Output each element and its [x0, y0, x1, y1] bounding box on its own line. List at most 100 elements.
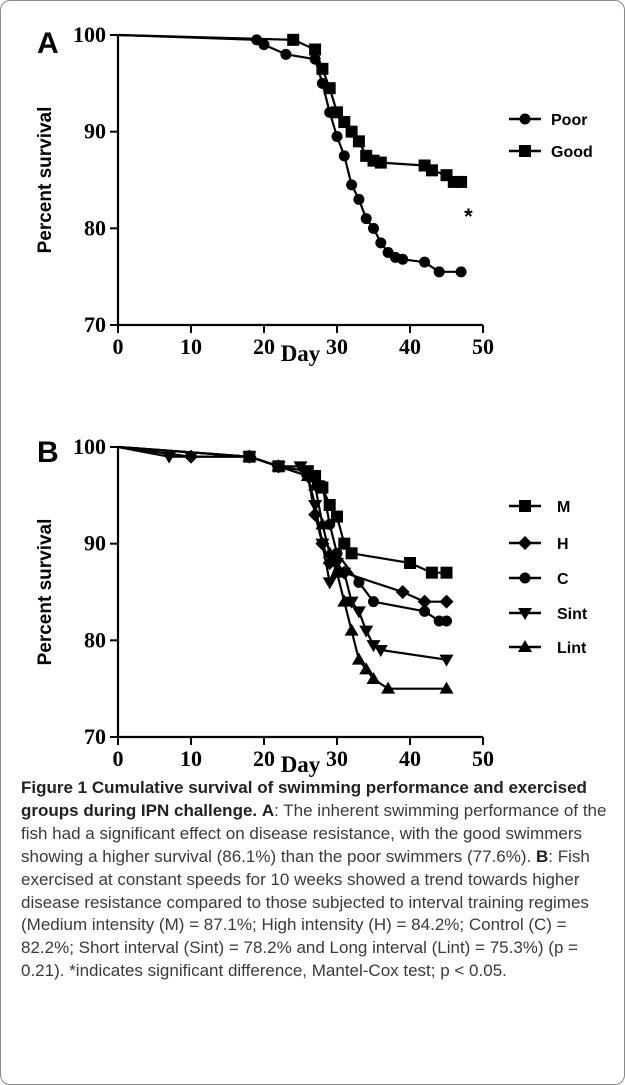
data-point: [330, 565, 344, 578]
data-point: [375, 237, 387, 249]
legend-label: M: [557, 499, 570, 516]
data-point: [308, 478, 323, 491]
y-axis-title: Percent survival: [35, 107, 56, 254]
data-point: [184, 451, 198, 464]
data-point: [360, 213, 372, 225]
data-point: [440, 566, 453, 579]
caption-text-b: : Fish exercised at constant speeds for …: [21, 846, 590, 981]
series-line: [117, 33, 462, 273]
data-point: [351, 652, 366, 665]
data-point: [353, 193, 365, 205]
significance-annotation: *: [464, 204, 473, 229]
x-tick-label: 50: [472, 334, 494, 359]
chart-panel-a: A 70 80 90 100 0 10 20 30 40 50 Day Percent survival…: [35, 22, 593, 366]
series-line: [117, 445, 447, 623]
data-point: [323, 82, 336, 95]
data-point: [309, 43, 322, 56]
data-point: [352, 135, 365, 148]
data-point: [439, 681, 454, 694]
y-axis-title: Percent survival: [35, 519, 56, 666]
y-tick-label: 80: [84, 627, 106, 652]
data-point: [439, 594, 454, 609]
data-point: [331, 510, 343, 523]
legend-entry-c: C: [509, 571, 569, 588]
x-axis-title: Day: [281, 752, 321, 777]
data-point: [331, 106, 343, 119]
figure-charts: A 70 80 90 100 0 10 20 30 40 50 Day Percent survival…: [35, 22, 593, 777]
data-point: [242, 449, 257, 462]
data-point: [366, 672, 381, 684]
data-point: [162, 451, 177, 464]
data-point: [425, 566, 438, 579]
x-tick-label: 50: [472, 746, 494, 771]
legend-label: Good: [551, 144, 593, 161]
data-point: [271, 459, 286, 472]
data-point: [404, 557, 416, 569]
data-point: [419, 605, 431, 617]
legend-marker: [519, 572, 531, 584]
y-tick-label: 100: [73, 22, 106, 47]
legend-entry-m: M: [509, 499, 570, 516]
data-point: [441, 615, 452, 627]
data-point: [351, 606, 366, 619]
data-point: [359, 662, 374, 675]
series-poor: [117, 33, 467, 278]
data-point: [344, 596, 359, 609]
data-point: [338, 116, 351, 128]
data-point: [455, 175, 468, 188]
data-point: [346, 179, 358, 191]
x-tick-label: 10: [180, 746, 202, 771]
panel-letter: A: [37, 27, 59, 60]
data-point: [368, 222, 379, 234]
x-tick-label: 10: [180, 334, 202, 359]
data-point: [337, 594, 352, 607]
x-tick-label: 20: [253, 334, 275, 359]
legend-label: Lint: [557, 640, 587, 657]
data-point: [287, 33, 300, 46]
data-point: [374, 156, 387, 169]
data-point: [366, 640, 381, 653]
data-point: [439, 654, 454, 667]
legend-label: C: [557, 571, 569, 588]
y-tick-label: 70: [84, 312, 106, 337]
data-point: [258, 39, 270, 51]
y-tick-label: 90: [84, 119, 106, 144]
data-point: [417, 594, 432, 609]
caption-label-a: A: [261, 800, 275, 820]
x-axis-title: Day: [281, 341, 321, 366]
series-h: [117, 445, 454, 609]
x-tick-label: 0: [113, 746, 124, 771]
data-point: [397, 253, 409, 265]
y-tick-label: 100: [73, 434, 106, 459]
data-point: [425, 164, 438, 177]
series-lint: [117, 445, 454, 694]
data-point: [338, 537, 351, 550]
x-tick-label: 30: [326, 746, 348, 771]
data-point: [395, 585, 410, 599]
y-tick-label: 90: [84, 531, 106, 556]
x-tick-label: 40: [399, 746, 421, 771]
legend-entry-poor: Poor: [509, 112, 587, 129]
data-point: [353, 576, 365, 588]
series-sint: [117, 445, 454, 667]
y-tick-label: 70: [84, 724, 106, 749]
legend-entry-good: Good: [509, 144, 593, 161]
data-point: [338, 150, 350, 162]
caption-text-a: : The inherent swimming performance of t…: [21, 800, 607, 866]
data-point: [381, 681, 396, 694]
data-point: [433, 266, 445, 278]
data-point: [345, 125, 358, 138]
legend-marker: [518, 640, 532, 652]
data-point: [315, 517, 330, 530]
legend-label: H: [557, 536, 569, 553]
caption-label-b: B: [535, 846, 549, 866]
caption-title: Figure 1 Cumulative survival of swimming…: [21, 778, 587, 820]
data-point: [373, 645, 388, 657]
chart-panel-b: B 70 80 90 100 0 10 20 30 40 50 Day Percent survival…: [35, 434, 588, 777]
legend-label: Poor: [551, 112, 587, 129]
data-point: [331, 131, 343, 142]
legend-entry-h: H: [509, 536, 569, 553]
series-c: [117, 445, 452, 627]
y-tick-label: 80: [84, 215, 106, 240]
